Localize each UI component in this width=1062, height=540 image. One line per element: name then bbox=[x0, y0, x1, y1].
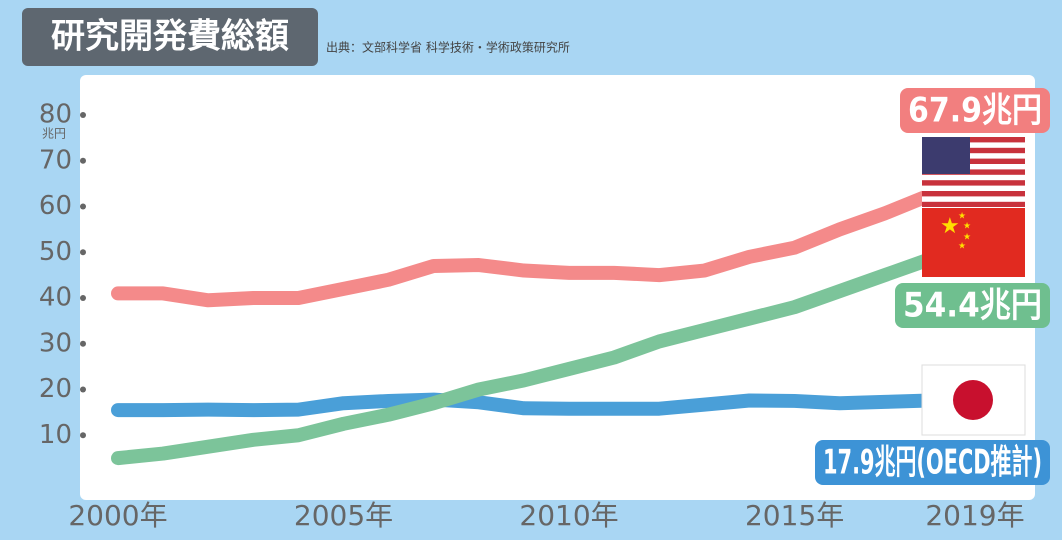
x-tick-label: 2015年 bbox=[745, 499, 844, 532]
japan-flag bbox=[921, 364, 1026, 436]
x-tick-label: 2010年 bbox=[519, 499, 618, 532]
y-tick-mark bbox=[80, 203, 86, 210]
value-label: 17.9兆円(OECD推計) bbox=[823, 443, 1042, 483]
y-tick-label: 60 bbox=[39, 191, 72, 221]
flags: ★ ★ ★ ★ ★ bbox=[921, 137, 1026, 436]
value-label-box bbox=[900, 88, 1050, 133]
x-tick-label: 2005年 bbox=[294, 499, 393, 532]
plot-panel bbox=[80, 75, 1035, 500]
y-tick-mark bbox=[80, 386, 86, 393]
svg-text:★: ★ bbox=[963, 233, 971, 243]
value-label-box bbox=[815, 440, 1050, 485]
y-tick-label: 80 bbox=[39, 100, 72, 130]
y-tick-label: 20 bbox=[39, 374, 72, 404]
title-box bbox=[22, 8, 318, 66]
y-tick-mark bbox=[80, 340, 86, 347]
y-unit: 兆円 bbox=[42, 127, 66, 141]
x-tick-label: 2000年 bbox=[68, 499, 167, 532]
y-tick-mark bbox=[80, 295, 86, 301]
svg-text:★: ★ bbox=[958, 242, 966, 252]
value-label: 54.4兆円 bbox=[903, 286, 1042, 326]
y-tick-mark bbox=[80, 249, 86, 256]
y-tick-mark bbox=[80, 112, 86, 118]
y-tick-label: 30 bbox=[39, 328, 72, 358]
china-flag bbox=[922, 208, 1025, 277]
series-line bbox=[111, 163, 982, 308]
series-line bbox=[111, 225, 982, 466]
value-label: 67.9兆円 bbox=[908, 91, 1042, 131]
y-tick-label: 10 bbox=[39, 420, 72, 450]
y-tick-label: 70 bbox=[39, 145, 72, 175]
series-line bbox=[111, 392, 982, 418]
x-tick-label: 2019年 bbox=[925, 499, 1024, 532]
chart-title: 研究開発費総額 bbox=[51, 17, 289, 57]
y-tick-label: 50 bbox=[39, 237, 72, 267]
y-tick-mark bbox=[80, 432, 86, 439]
y-tick-mark bbox=[80, 157, 86, 164]
svg-text:★: ★ bbox=[963, 222, 971, 232]
value-label-box bbox=[895, 283, 1050, 328]
y-tick-label: 40 bbox=[39, 283, 72, 313]
svg-text:★: ★ bbox=[958, 212, 966, 222]
source: 出典：文部科学省 科学技術・学術政策研究所 bbox=[326, 40, 570, 55]
svg-text:★: ★ bbox=[940, 214, 960, 239]
